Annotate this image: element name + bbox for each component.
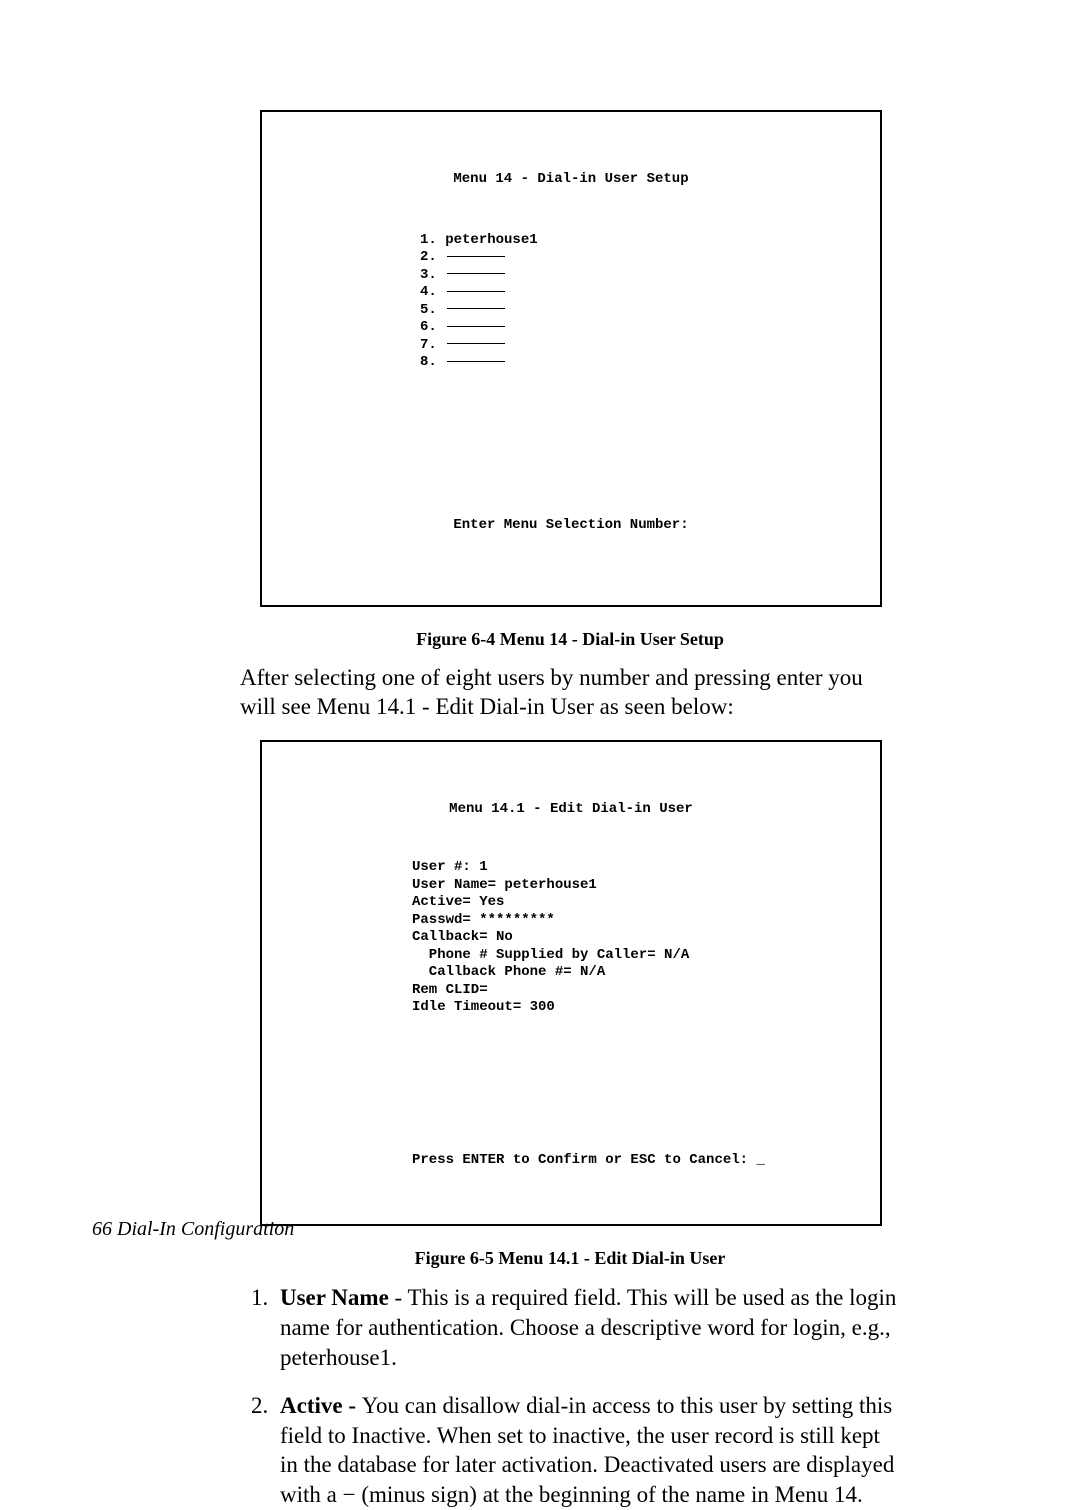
t2-line-3: Passwd= ********* xyxy=(412,912,555,928)
t2-line-0: User #: 1 xyxy=(412,859,488,875)
t2-line-2: Active= Yes xyxy=(412,894,504,910)
field-definitions-list: User Name - This is a required field. Th… xyxy=(240,1283,900,1510)
page-footer: 66 Dial-In Configuration xyxy=(92,1218,294,1241)
t1-row-7: 7. xyxy=(420,337,505,353)
terminal2-body: User #: 1 User Name= peterhouse1 Active=… xyxy=(412,859,852,1017)
terminal-menu-14: Menu 14 - Dial-in User Setup 1. peterhou… xyxy=(260,110,882,607)
t2-line-4: Callback= No xyxy=(412,929,513,945)
t1-row-4: 4. xyxy=(420,284,505,300)
terminal2-title: Menu 14.1 - Edit Dial-in User xyxy=(290,801,852,819)
t1-row-3: 3. xyxy=(420,267,505,283)
item2-body: You can disallow dial-in access to this … xyxy=(280,1393,894,1508)
terminal1-prompt: Enter Menu Selection Number: xyxy=(290,517,852,535)
t1-row-8: 8. xyxy=(420,354,505,370)
t1-row-5: 5. xyxy=(420,302,505,318)
page: Menu 14 - Dial-in User Setup 1. peterhou… xyxy=(0,0,1080,1311)
blank-field xyxy=(447,273,505,274)
figure-6-4-caption: Figure 6-4 Menu 14 - Dial-in User Setup xyxy=(240,629,900,650)
t2-line-5: Phone # Supplied by Caller= N/A xyxy=(412,947,689,963)
paragraph-1: After selecting one of eight users by nu… xyxy=(240,664,900,722)
item2-term: Active - xyxy=(280,1393,362,1418)
terminal-menu-14-1: Menu 14.1 - Edit Dial-in User User #: 1 … xyxy=(260,740,882,1227)
t2-line-7: Rem CLID= xyxy=(412,982,488,998)
blank-field xyxy=(447,343,505,344)
t1-row-6: 6. xyxy=(420,319,505,335)
t1-row-2: 2. xyxy=(420,249,505,265)
list-item: Active - You can disallow dial-in access… xyxy=(274,1391,900,1510)
blank-field xyxy=(447,256,505,257)
blank-field xyxy=(447,326,505,327)
t1-row-1: 1. peterhouse1 xyxy=(420,232,538,248)
list-item: User Name - This is a required field. Th… xyxy=(274,1283,900,1373)
terminal1-body: 1. peterhouse1 2. 3. 4. 5. 6. 7. 8. xyxy=(420,232,852,372)
t2-line-8: Idle Timeout= 300 xyxy=(412,999,555,1015)
terminal1-title: Menu 14 - Dial-in User Setup xyxy=(290,171,852,189)
blank-field xyxy=(447,291,505,292)
item1-term: User Name xyxy=(280,1285,389,1310)
terminal2-prompt: Press ENTER to Confirm or ESC to Cancel:… xyxy=(412,1152,852,1170)
blank-field xyxy=(447,308,505,309)
figure-6-5-caption: Figure 6-5 Menu 14.1 - Edit Dial-in User xyxy=(240,1248,900,1269)
blank-field xyxy=(447,361,505,362)
t2-line-6: Callback Phone #= N/A xyxy=(412,964,605,980)
t2-line-1: User Name= peterhouse1 xyxy=(412,877,597,893)
